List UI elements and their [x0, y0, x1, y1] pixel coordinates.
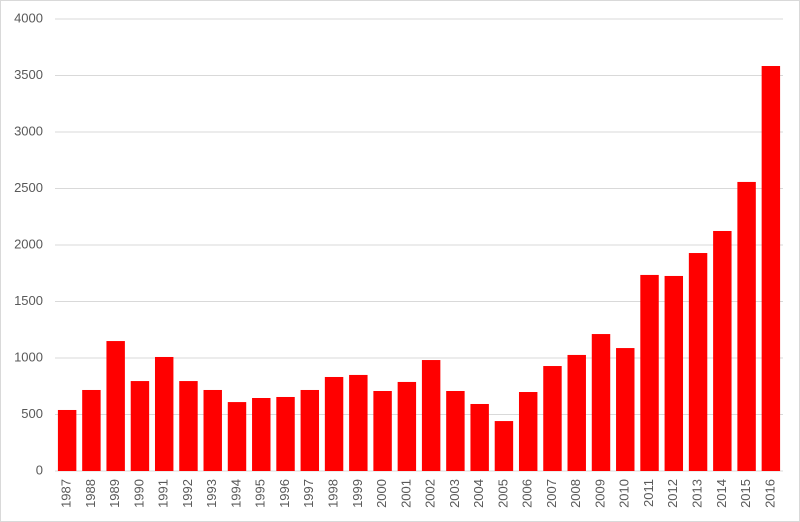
- bar: [591, 334, 611, 471]
- x-tick-label: 2015: [738, 479, 753, 508]
- bar: [130, 381, 150, 471]
- bar: [349, 374, 368, 471]
- bar: [446, 390, 465, 471]
- bar: [567, 354, 586, 471]
- bar: [470, 403, 489, 471]
- bar: [737, 181, 756, 472]
- x-tick-label: 2010: [617, 479, 632, 508]
- x-tick-label: 2011: [641, 479, 656, 507]
- x-tick-label: 1997: [301, 479, 316, 508]
- bar: [664, 275, 684, 471]
- x-tick-label: 1990: [131, 479, 146, 508]
- y-tick-label: 2500: [14, 180, 43, 195]
- x-tick-label: 1993: [204, 479, 219, 508]
- x-tick-label: 2013: [690, 479, 705, 508]
- x-tick-label: 2002: [423, 479, 438, 508]
- y-tick-label: 3500: [14, 67, 43, 82]
- x-tick-label: 2006: [520, 479, 535, 508]
- bar: [106, 341, 125, 471]
- x-tick-label: 2003: [447, 479, 462, 508]
- x-tick-label: 1996: [277, 479, 292, 508]
- bar: [373, 390, 392, 471]
- x-tick-label: 2009: [592, 479, 607, 508]
- x-tick-label: 2012: [665, 479, 680, 508]
- x-tick-label: 2007: [544, 479, 559, 508]
- bar: [300, 389, 320, 471]
- x-tick-label: 2001: [398, 479, 413, 508]
- bar: [154, 356, 174, 471]
- bar: [543, 366, 562, 471]
- x-tick-label: 1989: [107, 479, 122, 508]
- x-tick-label: 1995: [253, 479, 268, 508]
- bar: [252, 398, 271, 471]
- bar: [421, 360, 441, 471]
- y-tick-label: 1000: [14, 349, 43, 364]
- x-tick-label: 1999: [350, 479, 365, 508]
- y-tick-label: 3000: [14, 123, 43, 138]
- bar: [518, 392, 538, 471]
- y-tick-label: 2000: [14, 236, 43, 251]
- y-tick-label: 1500: [14, 293, 43, 308]
- x-tick-label: 1992: [180, 479, 195, 508]
- bar: [227, 402, 247, 471]
- x-tick-label: 2008: [568, 479, 583, 508]
- bar: [324, 376, 344, 471]
- x-tick-label: 2000: [374, 479, 389, 508]
- bar: [203, 389, 222, 471]
- x-tick-label: 1991: [156, 479, 171, 508]
- bar: [57, 409, 77, 471]
- x-tick-label: 1998: [326, 479, 341, 508]
- bar: [276, 396, 295, 471]
- y-tick-label: 0: [36, 462, 43, 477]
- bar: [397, 381, 417, 471]
- x-tick-label: 2016: [762, 479, 777, 508]
- bar: [179, 381, 198, 471]
- x-tick-label: 2014: [714, 479, 729, 508]
- bar: [82, 389, 101, 471]
- x-tick-label: 1994: [228, 479, 243, 508]
- bar: [640, 274, 659, 471]
- bar: [616, 348, 635, 471]
- bar: [688, 253, 708, 471]
- x-tick-label: 1987: [59, 479, 74, 508]
- x-tick-label: 1988: [83, 479, 98, 508]
- bar: [713, 230, 732, 471]
- y-tick-label: 4000: [14, 10, 43, 25]
- x-tick-label: 2004: [471, 479, 486, 508]
- bar: [494, 421, 514, 471]
- x-tick-label: 2005: [495, 479, 510, 508]
- y-tick-label: 500: [21, 406, 43, 421]
- bar: [761, 66, 781, 472]
